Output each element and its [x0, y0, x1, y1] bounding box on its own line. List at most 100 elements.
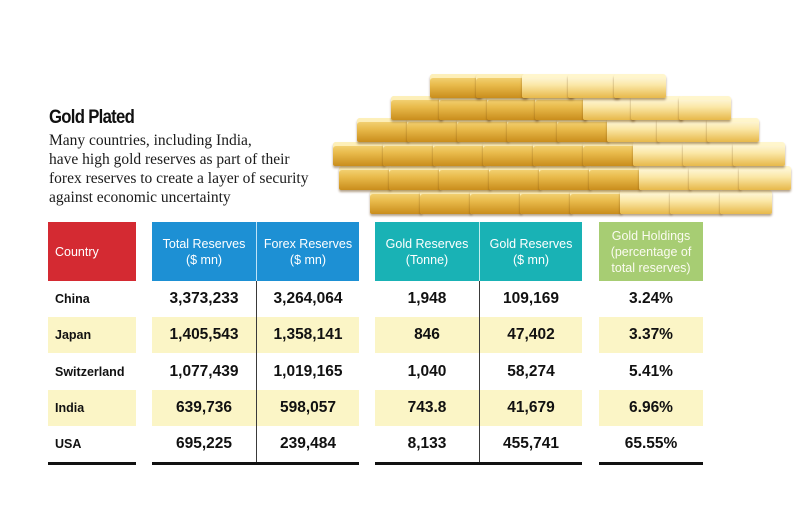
- cell-gold-holdings: 3.24%: [629, 290, 673, 307]
- gold-bar: [583, 96, 635, 120]
- description-line: against economic uncertainty: [49, 189, 231, 206]
- cell-gold-usd: 109,169: [502, 290, 560, 307]
- gold-bar: [439, 166, 491, 190]
- header-line: Gold Reserves: [385, 236, 469, 251]
- row-band: [48, 390, 136, 426]
- header-total-reserves: Total Reserves ($ mn): [152, 222, 256, 281]
- bottom-rule: [375, 462, 582, 465]
- gold-bar: [657, 118, 709, 142]
- cell-total-reserves: 695,225: [175, 435, 233, 452]
- header-line: Total Reserves: [162, 236, 246, 251]
- cell-country: Switzerland: [55, 365, 125, 379]
- gold-bar: [391, 96, 443, 120]
- gold-bar: [370, 190, 422, 214]
- gold-bar: [439, 96, 491, 120]
- header-forex-reserves: Forex Reserves ($ mn): [257, 222, 359, 281]
- gold-bar: [631, 96, 683, 120]
- column-divider: [479, 222, 480, 462]
- gold-bar: [507, 118, 559, 142]
- cell-gold-holdings: 65.55%: [624, 435, 678, 452]
- header-country: Country: [48, 222, 136, 281]
- infographic-description: Many countries, including India, have hi…: [49, 131, 349, 207]
- cell-country: Japan: [55, 328, 92, 342]
- cell-total-reserves: 1,077,439: [169, 363, 239, 380]
- gold-bar: [539, 166, 591, 190]
- header-gold-holdings: Gold Holdings (percentage of total reserve…: [599, 222, 703, 281]
- infographic-title: Gold Plated: [49, 107, 135, 128]
- cell-gold-tonne: 743.8: [407, 399, 447, 416]
- gold-bar: [430, 74, 482, 98]
- description-line: forex reserves to create a layer of secu…: [49, 170, 309, 187]
- cell-gold-tonne: 1,948: [407, 290, 447, 307]
- description-line: have high gold reserves as part of their: [49, 151, 290, 168]
- cell-gold-holdings: 6.96%: [629, 399, 673, 416]
- row-band: [48, 317, 136, 353]
- header-line: ($ mn): [289, 252, 327, 267]
- gold-bar: [533, 142, 585, 166]
- cell-forex-reserves: 598,057: [279, 399, 337, 416]
- header-gold-reserves-usd: Gold Reserves ($ mn): [480, 222, 582, 281]
- header-gold-reserves-tonne: Gold Reserves (Tonne): [375, 222, 479, 281]
- cell-gold-usd: 58,274: [507, 363, 555, 380]
- row-band: [375, 390, 582, 426]
- cell-gold-holdings: 3.37%: [629, 326, 673, 343]
- gold-bar: [570, 190, 622, 214]
- cell-country: India: [55, 401, 85, 415]
- gold-bar: [487, 96, 539, 120]
- cell-gold-tonne: 846: [414, 326, 440, 343]
- header-line: ($ mn): [185, 252, 223, 267]
- gold-bar: [670, 190, 722, 214]
- gold-bar: [535, 96, 587, 120]
- header-line: Forex Reserves: [263, 236, 353, 251]
- cell-forex-reserves: 1,019,165: [273, 363, 343, 380]
- header-line: Gold Holdings: [611, 228, 691, 243]
- gold-bar: [357, 118, 409, 142]
- gold-bar: [470, 190, 522, 214]
- cell-forex-reserves: 3,264,064: [273, 290, 343, 307]
- gold-bar: [476, 74, 528, 98]
- cell-gold-tonne: 1,040: [407, 363, 447, 380]
- gold-bar: [557, 118, 609, 142]
- gold-bar: [520, 190, 572, 214]
- cell-gold-holdings: 5.41%: [629, 363, 673, 380]
- cell-country: USA: [55, 437, 82, 451]
- gold-bar: [383, 142, 435, 166]
- bottom-rule: [48, 462, 136, 465]
- gold-bar: [433, 142, 485, 166]
- gold-bar: [483, 142, 535, 166]
- gold-bar: [614, 74, 666, 98]
- gold-bars-image: [300, 60, 791, 230]
- bottom-rule: [599, 462, 703, 465]
- gold-bar: [457, 118, 509, 142]
- gold-bar: [522, 74, 574, 98]
- cell-gold-usd: 455,741: [502, 435, 560, 452]
- gold-bar: [420, 190, 472, 214]
- row-band: [152, 317, 359, 353]
- header-line: Gold Reserves: [489, 236, 573, 251]
- gold-bar: [707, 118, 759, 142]
- gold-bar: [639, 166, 691, 190]
- row-band: [152, 390, 359, 426]
- gold-bar: [720, 190, 772, 214]
- gold-bar: [683, 142, 735, 166]
- description-line: Many countries, including India,: [49, 132, 252, 149]
- gold-bar: [389, 166, 441, 190]
- header-line: ($ mn): [512, 252, 550, 267]
- column-divider: [256, 222, 257, 462]
- gold-bar: [489, 166, 541, 190]
- cell-country: China: [55, 292, 90, 306]
- gold-bar: [620, 190, 672, 214]
- cell-total-reserves: 1,405,543: [169, 326, 239, 343]
- gold-bar: [568, 74, 620, 98]
- gold-bar: [589, 166, 641, 190]
- cell-total-reserves: 639,736: [175, 399, 233, 416]
- cell-forex-reserves: 1,358,141: [273, 326, 343, 343]
- cell-gold-usd: 47,402: [507, 326, 555, 343]
- header-line: total reserves): [611, 260, 691, 275]
- gold-bar: [339, 166, 391, 190]
- header-divider: [479, 222, 480, 281]
- gold-bar: [633, 142, 685, 166]
- row-band: [599, 317, 703, 353]
- gold-bar: [733, 142, 785, 166]
- bottom-rule: [152, 462, 359, 465]
